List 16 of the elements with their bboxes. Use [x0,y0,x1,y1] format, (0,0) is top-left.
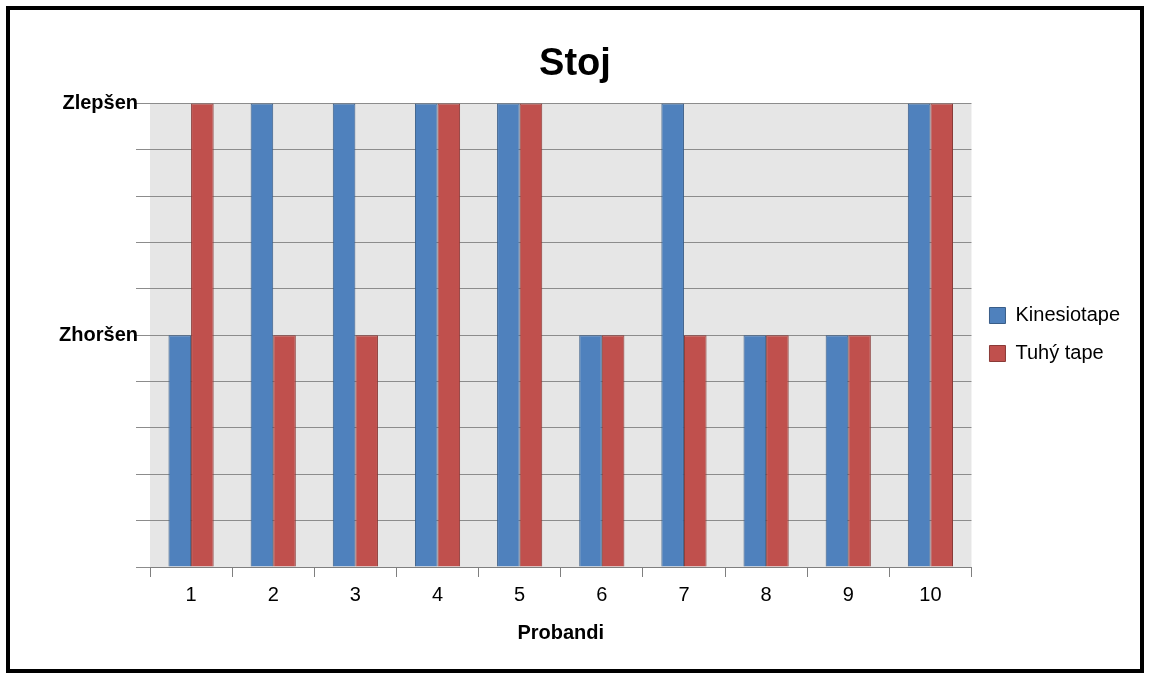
x-axis-title: Probandi [517,620,605,643]
x-tick-label: 4 [431,582,444,605]
text: Zhoršen [59,322,138,345]
x-tick-label: 1 [185,582,197,605]
legend-label: Tuhý tape [1015,341,1104,364]
chart-title: Stoj [539,41,611,84]
legend-label: Kinesiotape [1015,303,1121,326]
x-tick-label: 10 [919,582,942,605]
x-tick-label: 9 [842,582,854,605]
x-tick-label: 7 [678,582,690,605]
x-tick-label: 2 [267,582,279,605]
x-tick-label: 3 [349,582,361,605]
text: Zlepšen [62,91,138,114]
x-tick-label: 8 [760,582,772,605]
x-tick-label: 5 [514,582,526,605]
x-tick-label: 6 [596,582,608,605]
